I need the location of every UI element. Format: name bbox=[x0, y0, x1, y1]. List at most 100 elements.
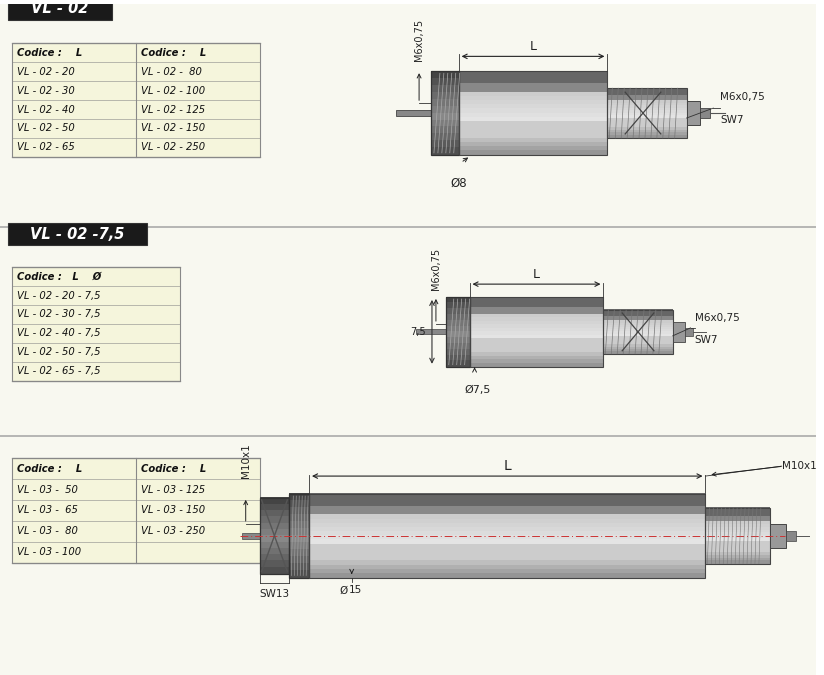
Text: SW7: SW7 bbox=[695, 335, 718, 345]
Bar bbox=[705, 549, 770, 552]
Text: M6x0,75: M6x0,75 bbox=[414, 19, 424, 61]
Bar bbox=[459, 142, 607, 146]
Text: M10x1: M10x1 bbox=[241, 443, 250, 478]
Bar bbox=[260, 516, 289, 523]
Text: VL - 02 - 250: VL - 02 - 250 bbox=[141, 142, 205, 153]
Bar bbox=[309, 568, 705, 573]
Bar bbox=[607, 110, 686, 113]
Text: Ø8: Ø8 bbox=[451, 177, 467, 190]
Bar bbox=[603, 349, 672, 352]
Bar bbox=[603, 347, 672, 350]
Text: VL - 02 - 30: VL - 02 - 30 bbox=[16, 86, 75, 96]
Bar bbox=[459, 104, 607, 109]
Bar bbox=[431, 126, 459, 134]
Bar bbox=[672, 322, 685, 342]
Text: VL - 02 - 30 - 7,5: VL - 02 - 30 - 7,5 bbox=[16, 309, 101, 319]
Bar bbox=[705, 530, 770, 533]
Text: L: L bbox=[533, 268, 540, 281]
Bar bbox=[470, 328, 603, 332]
Bar bbox=[607, 135, 686, 138]
Bar bbox=[705, 541, 770, 544]
Bar bbox=[705, 555, 770, 558]
Text: VL - 03 - 100: VL - 03 - 100 bbox=[16, 547, 81, 557]
Text: VL - 03 -  80: VL - 03 - 80 bbox=[16, 526, 77, 536]
Bar bbox=[603, 340, 672, 343]
Bar bbox=[607, 98, 686, 101]
Bar bbox=[459, 138, 607, 142]
Bar bbox=[289, 521, 309, 529]
Bar bbox=[705, 543, 770, 547]
Bar bbox=[396, 110, 431, 116]
Bar bbox=[459, 150, 607, 155]
Text: 7,5: 7,5 bbox=[410, 327, 426, 337]
Text: VL - 02 -7,5: VL - 02 -7,5 bbox=[30, 227, 124, 242]
Bar bbox=[705, 516, 770, 519]
Bar bbox=[470, 300, 603, 304]
Bar bbox=[686, 101, 700, 125]
Bar bbox=[459, 72, 607, 155]
Bar bbox=[289, 494, 309, 578]
Bar bbox=[309, 543, 705, 548]
Bar bbox=[607, 125, 686, 128]
Text: VL - 02 - 40: VL - 02 - 40 bbox=[16, 105, 75, 115]
Bar bbox=[459, 113, 607, 117]
Bar bbox=[289, 535, 309, 543]
Bar bbox=[12, 267, 180, 381]
Text: M10x1: M10x1 bbox=[782, 461, 817, 471]
Text: M6x0,75: M6x0,75 bbox=[695, 313, 739, 323]
Bar bbox=[470, 338, 603, 342]
Text: Codice :    L: Codice : L bbox=[141, 48, 206, 58]
Bar bbox=[607, 88, 686, 138]
Bar bbox=[470, 359, 603, 363]
Bar bbox=[603, 342, 672, 345]
Bar bbox=[705, 510, 770, 514]
Bar bbox=[603, 351, 672, 354]
Text: VL - 03 - 150: VL - 03 - 150 bbox=[141, 506, 205, 516]
Bar bbox=[470, 352, 603, 356]
Bar bbox=[607, 103, 686, 105]
Bar bbox=[260, 560, 289, 567]
Text: VL - 03 -  50: VL - 03 - 50 bbox=[16, 485, 77, 495]
Bar bbox=[459, 71, 607, 76]
Bar bbox=[446, 354, 470, 361]
Bar bbox=[603, 323, 672, 325]
Bar bbox=[603, 316, 672, 319]
Bar bbox=[607, 117, 686, 121]
Bar bbox=[700, 108, 710, 118]
Text: M6x0,75: M6x0,75 bbox=[431, 248, 441, 290]
Bar bbox=[309, 527, 705, 532]
Bar bbox=[705, 527, 770, 530]
Bar bbox=[607, 122, 686, 126]
Bar bbox=[431, 113, 459, 120]
Bar bbox=[431, 84, 459, 92]
Text: VL - 03 - 125: VL - 03 - 125 bbox=[141, 485, 205, 495]
Bar bbox=[431, 78, 459, 85]
Bar bbox=[603, 310, 672, 354]
Bar bbox=[260, 567, 289, 574]
Bar bbox=[446, 360, 470, 367]
Bar bbox=[603, 314, 672, 317]
Bar bbox=[607, 130, 686, 133]
Bar bbox=[260, 529, 289, 536]
Bar bbox=[459, 96, 607, 101]
Bar bbox=[459, 79, 607, 84]
Text: VL - 02 - 40 - 7,5: VL - 02 - 40 - 7,5 bbox=[16, 328, 101, 338]
Bar bbox=[431, 99, 459, 106]
Bar bbox=[470, 304, 603, 308]
Bar bbox=[607, 113, 686, 115]
Text: Ø: Ø bbox=[339, 585, 348, 595]
Bar bbox=[289, 570, 309, 578]
Bar bbox=[446, 320, 470, 326]
Bar bbox=[431, 134, 459, 141]
Bar bbox=[459, 83, 607, 88]
Bar bbox=[603, 318, 672, 321]
Bar bbox=[607, 88, 686, 90]
Bar bbox=[289, 563, 309, 570]
Bar bbox=[446, 349, 470, 355]
Bar bbox=[470, 307, 603, 311]
Bar bbox=[289, 493, 309, 501]
Bar bbox=[705, 533, 770, 536]
Bar bbox=[0, 436, 817, 675]
Bar bbox=[607, 115, 686, 118]
Bar bbox=[470, 325, 603, 328]
